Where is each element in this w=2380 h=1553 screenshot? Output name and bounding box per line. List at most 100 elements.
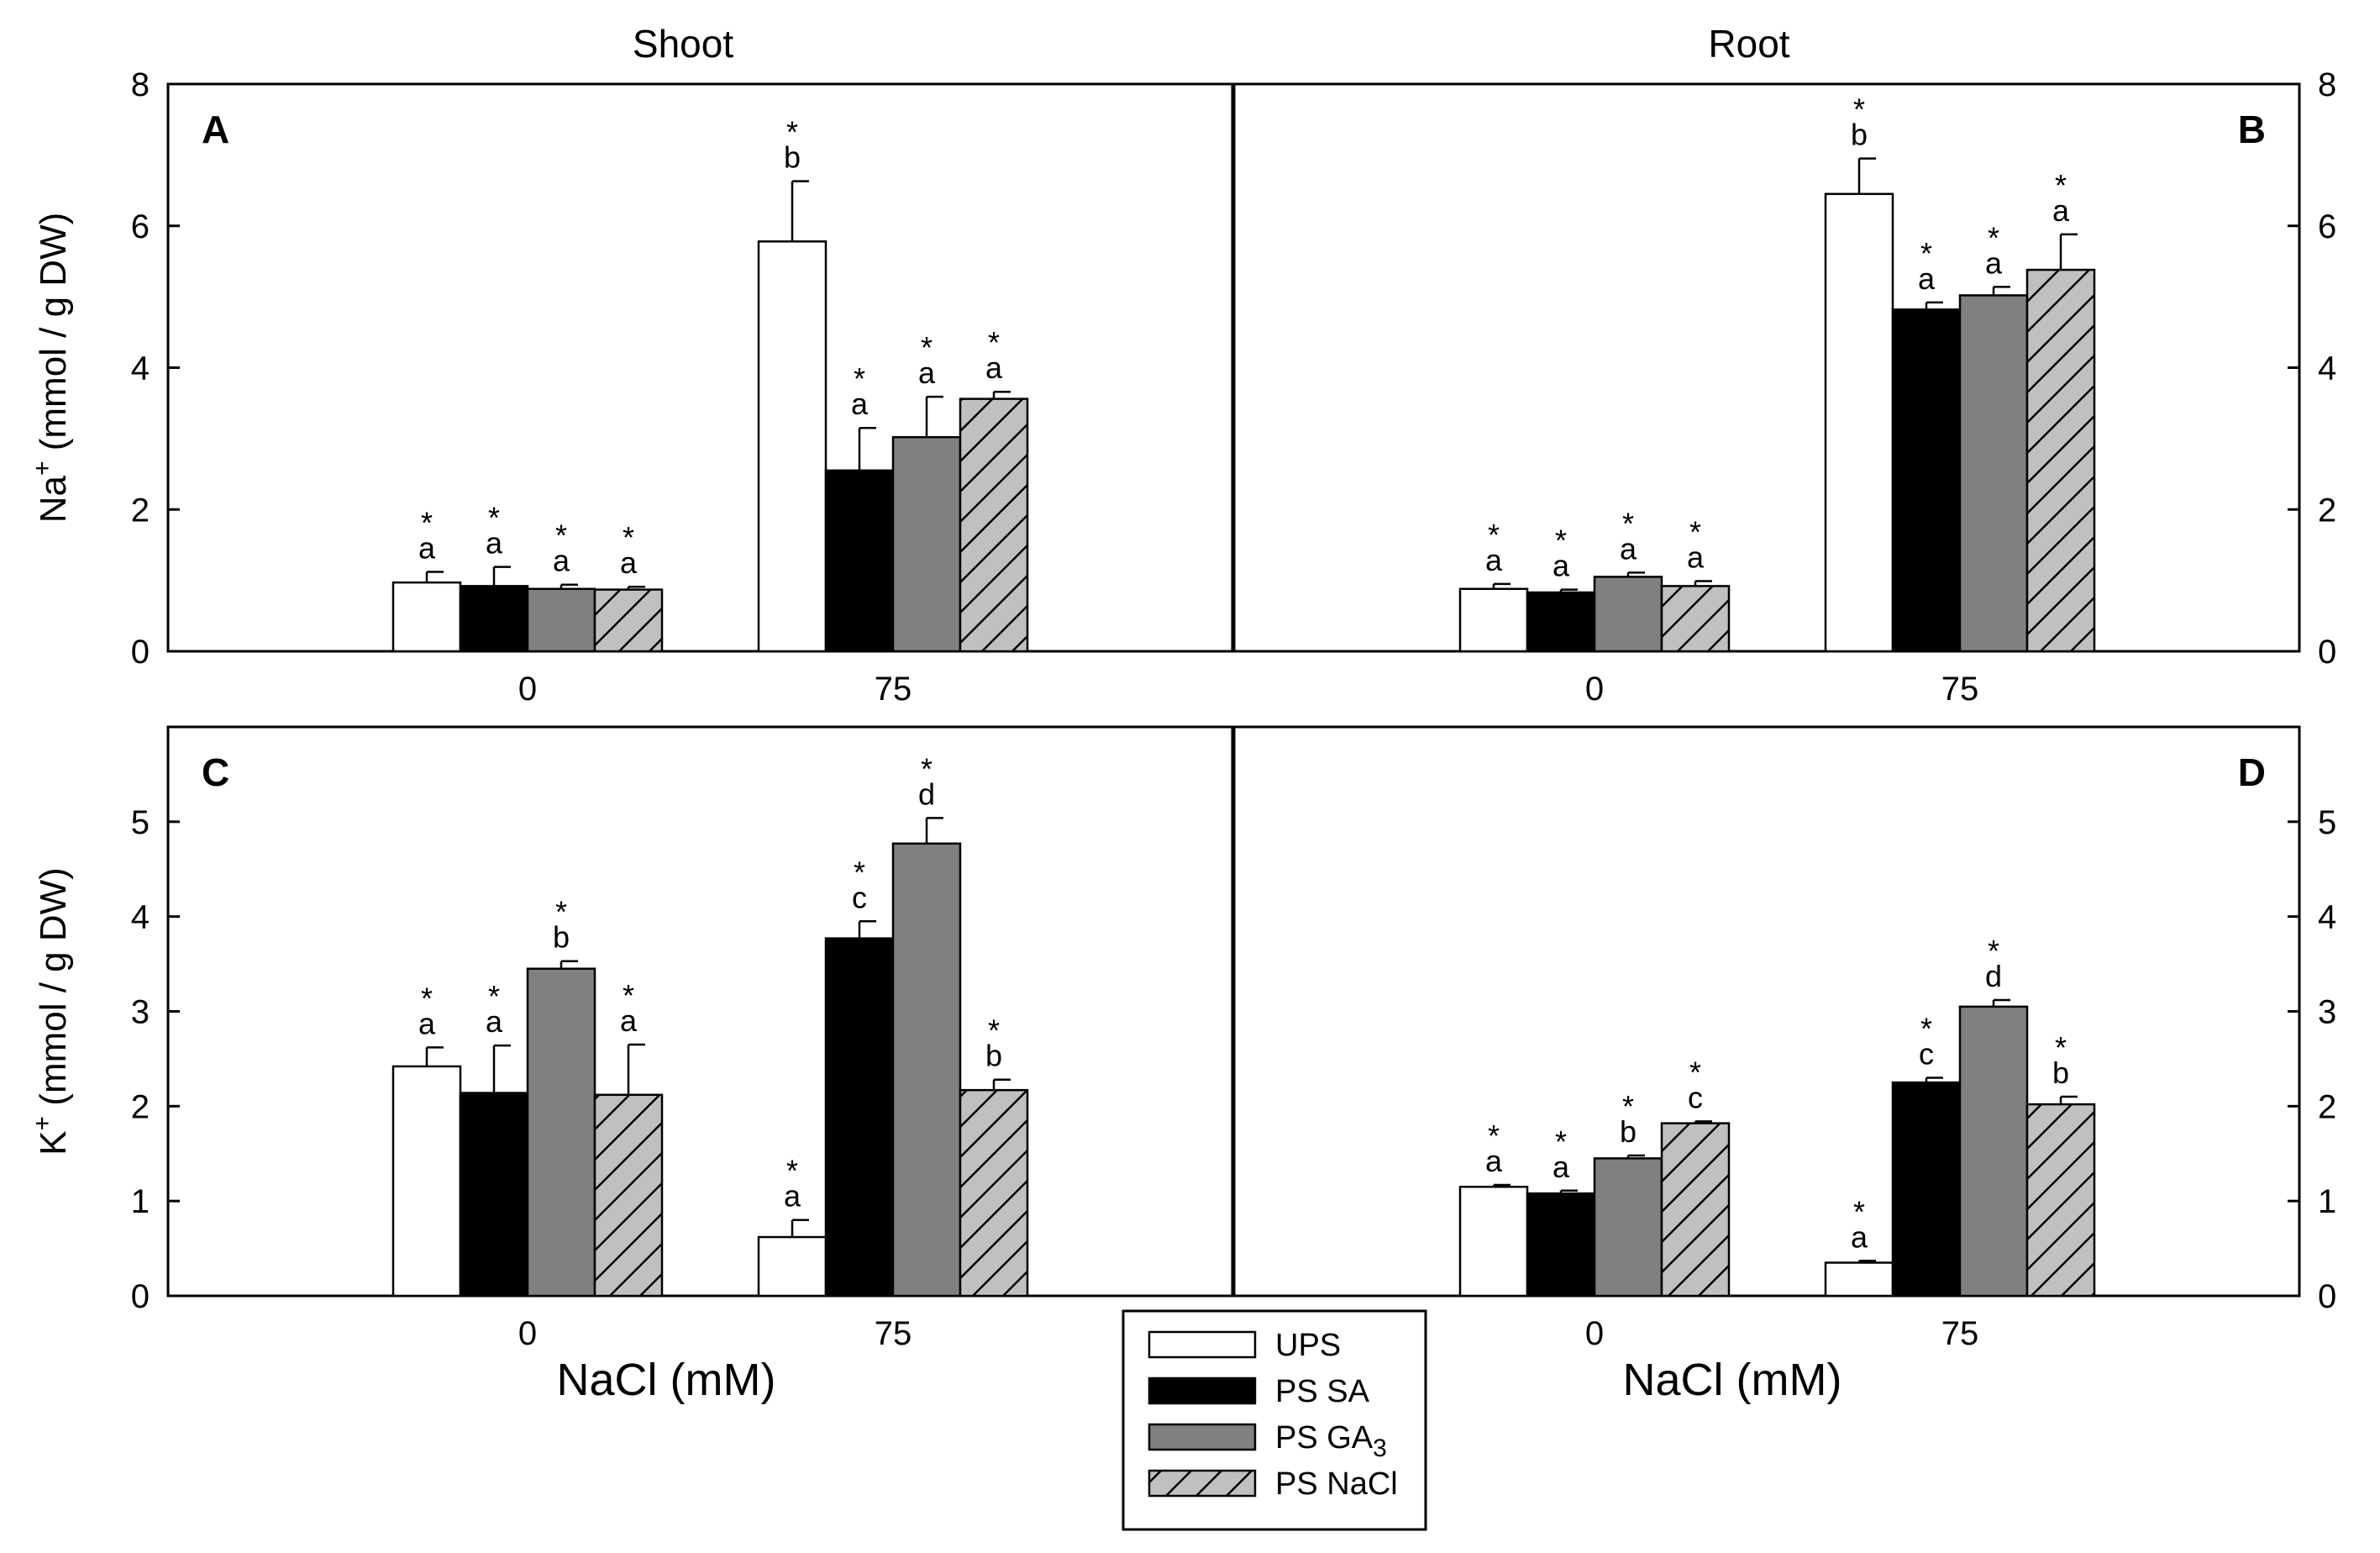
significance-letter: c <box>852 880 867 914</box>
bar-ps-ga3 <box>526 967 596 1298</box>
significance-star: * <box>1689 514 1701 549</box>
bar-ups <box>1458 587 1529 653</box>
legend-swatch-2 <box>1148 1423 1257 1451</box>
significance-star: * <box>921 751 933 786</box>
bar-ups <box>391 1065 462 1298</box>
significance-star: * <box>786 115 798 150</box>
y-tick-label: 5 <box>131 804 150 841</box>
bar-ps-sa <box>459 1092 529 1298</box>
significance-star: * <box>1988 934 1999 968</box>
y-tick-label: 6 <box>131 208 150 245</box>
legend-swatch-3 <box>1148 1469 1257 1498</box>
panel-letter-D: D <box>2238 750 2266 794</box>
significance-star: * <box>488 501 500 535</box>
significance-letter: a <box>486 1004 503 1039</box>
significance-letter: a <box>784 1179 801 1213</box>
x-tick-label: 75 <box>875 1315 912 1352</box>
significance-letter: d <box>918 776 935 811</box>
significance-star: * <box>623 978 634 1013</box>
bar-ups <box>1824 1261 1894 1298</box>
bar-ps-sa <box>1891 1081 1962 1298</box>
significance-star: * <box>421 506 433 540</box>
x-tick-label: 0 <box>518 1315 537 1352</box>
legend-label-3: PS NaCl <box>1275 1466 1398 1502</box>
legend-label-2: PS GA3 <box>1275 1420 1387 1462</box>
y-tick-label: 4 <box>2318 350 2336 387</box>
significance-letter: a <box>1918 261 1936 296</box>
bar-ps-sa <box>1526 1192 1596 1298</box>
significance-star: * <box>1689 1055 1701 1089</box>
significance-letter: a <box>1620 531 1637 566</box>
significance-star: * <box>1555 524 1567 558</box>
significance-letter: a <box>418 1006 436 1040</box>
significance-letter: a <box>1553 549 1570 583</box>
panel-letter-A: A <box>202 108 229 151</box>
significance-letter: a <box>620 1003 638 1038</box>
significance-star: * <box>854 361 865 396</box>
significance-star: * <box>1488 1119 1500 1153</box>
bar-ups <box>757 240 827 653</box>
significance-star: * <box>1622 1089 1634 1124</box>
legend: UPS PS SA PS GA3 PS NaCl <box>1122 1309 1427 1531</box>
legend-swatch-1 <box>1148 1377 1257 1405</box>
legend-swatch-0 <box>1148 1330 1257 1359</box>
significance-letter: d <box>1985 959 2002 993</box>
y-axis-label: Na+ (mmol / g DW) <box>29 213 74 524</box>
bar-ps-nacl <box>959 1088 1029 1298</box>
significance-letter: a <box>1553 1150 1570 1184</box>
y-tick-label: 2 <box>131 1088 150 1125</box>
bar-ps-nacl <box>2025 268 2096 653</box>
y-tick-label: 3 <box>2318 994 2336 1031</box>
significance-star: * <box>2055 1030 2067 1065</box>
y-tick-label: 3 <box>131 994 150 1031</box>
y-tick-label: 4 <box>131 350 150 387</box>
bar-ps-nacl <box>2025 1103 2096 1298</box>
significance-star: * <box>1920 1011 1932 1045</box>
bar-ps-sa <box>824 469 895 653</box>
y-tick-label: 6 <box>2318 208 2336 245</box>
y-tick-label: 8 <box>2318 66 2336 103</box>
bar-ps-nacl <box>593 1093 664 1298</box>
significance-star: * <box>988 325 1000 360</box>
bar-ps-ga3 <box>1958 294 2029 653</box>
bar-ps-ga3 <box>891 435 962 653</box>
bar-ps-ga3 <box>891 842 962 1298</box>
significance-letter: a <box>985 350 1003 385</box>
y-tick-label: 1 <box>131 1183 150 1220</box>
significance-letter: a <box>1851 1219 1868 1254</box>
significance-star: * <box>623 520 634 555</box>
significance-star: * <box>1555 1124 1567 1159</box>
significance-star: * <box>2055 168 2067 203</box>
y-tick-label: 0 <box>2318 634 2336 671</box>
bar-ps-sa <box>459 585 529 653</box>
y-tick-label: 8 <box>131 66 150 103</box>
bar-ps-ga3 <box>1958 1005 2029 1298</box>
significance-letter: a <box>918 355 936 390</box>
significance-star: * <box>555 895 567 929</box>
bar-ps-sa <box>1891 308 1962 653</box>
significance-letter: b <box>553 920 570 955</box>
bar-ups <box>1458 1185 1529 1298</box>
bar-ps-nacl <box>1660 1122 1731 1298</box>
significance-star: * <box>854 855 865 889</box>
bar-ps-ga3 <box>526 587 596 653</box>
significance-star: * <box>988 1013 1000 1048</box>
significance-letter: a <box>1687 540 1705 574</box>
significance-letter: a <box>553 544 570 578</box>
significance-star: * <box>921 330 933 365</box>
x-tick-label: 0 <box>518 671 537 708</box>
bar-ps-nacl <box>1660 585 1731 653</box>
significance-letter: a <box>1985 245 2003 280</box>
significance-letter: c <box>1919 1036 1934 1071</box>
significance-letter: a <box>851 387 869 421</box>
bar-ps-nacl <box>959 397 1029 653</box>
significance-star: * <box>786 1154 798 1188</box>
significance-letter: a <box>620 545 638 580</box>
bar-ups <box>391 581 462 653</box>
significance-letter: b <box>1851 118 1868 152</box>
y-tick-label: 2 <box>2318 1088 2336 1125</box>
